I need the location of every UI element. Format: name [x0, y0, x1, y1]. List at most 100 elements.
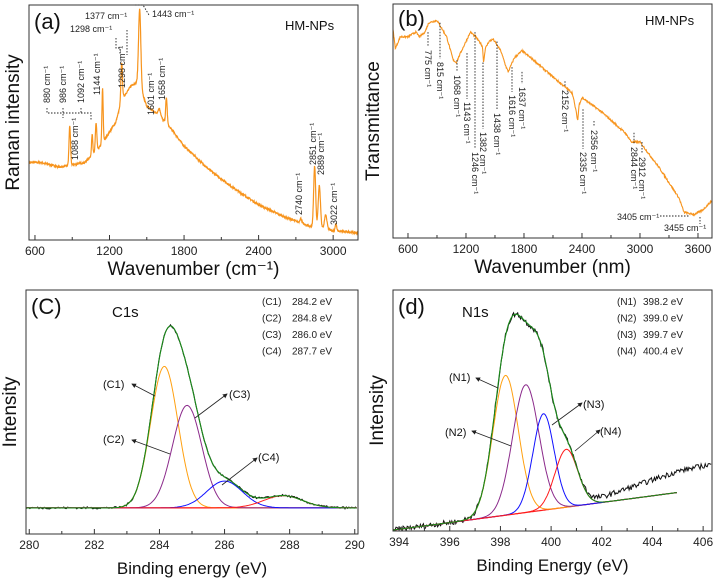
component-1-line — [393, 374, 677, 531]
peak-annotation: 1144 cm⁻¹ — [92, 53, 102, 95]
peak-annotation: 1616 cm⁻¹ — [507, 95, 517, 137]
x-tick-label: 2400 — [245, 244, 272, 258]
label-arrow — [574, 429, 601, 452]
legend-energy: 400.4 eV — [643, 347, 683, 358]
x-tick-label: 400 — [541, 535, 561, 549]
panel-a: 600 1200 1800 2400 3000 Wavenumber (cm⁻¹) Rama… — [3, 4, 359, 280]
component-3-line — [393, 413, 677, 531]
envelope-fit-line — [393, 313, 677, 531]
peak-annotation: 2356 cm⁻¹ — [589, 130, 599, 172]
label-arrow — [471, 430, 512, 447]
axes-frame — [392, 289, 713, 532]
axes-frame — [392, 3, 713, 239]
label-arrow — [131, 439, 171, 455]
x-axis-title: Wavenumber (nm) — [474, 257, 631, 278]
peak-annotation: 3455 cm⁻¹ — [664, 223, 706, 233]
legend-name: (C2) — [262, 314, 281, 325]
x-tick-label: 282 — [84, 538, 104, 552]
x-tick-label: 3000 — [320, 244, 347, 258]
sample-label: HM-NPs — [285, 18, 335, 33]
component-4-line — [393, 448, 677, 531]
axes-frame — [28, 4, 359, 241]
x-axis-title: Binding energy (eV) — [117, 559, 267, 578]
panel-label: (d) — [398, 294, 425, 319]
legend-name: (C1) — [262, 297, 281, 308]
peak-annotation: 2740 cm⁻¹ — [294, 173, 304, 215]
peak-annotation: 1443 cm⁻¹ — [152, 9, 194, 19]
curve-label: (C3) — [229, 389, 250, 401]
legend-name: (N3) — [617, 330, 636, 341]
peak-annotation: 986 cm⁻¹ — [58, 66, 68, 103]
legend-name: (C3) — [262, 330, 281, 341]
legend-energy: 398.2 eV — [643, 297, 683, 308]
x-tick-label: 288 — [280, 538, 300, 552]
legend-name: (N2) — [617, 314, 636, 325]
curve-label: (C4) — [258, 452, 279, 464]
legend-energy: 284.8 eV — [292, 314, 332, 325]
envelope-fit-line — [26, 325, 357, 509]
peak-annotation: 2912 cm⁻¹ — [637, 157, 647, 199]
annotation-leader — [135, 4, 150, 16]
x-tick-label: 284 — [149, 538, 169, 552]
curve-label: (N2) — [445, 427, 466, 439]
x-tick-label: 2400 — [569, 242, 596, 256]
curve-label: (C2) — [103, 434, 124, 446]
component-1-line — [26, 365, 357, 509]
label-arrow — [131, 383, 156, 397]
x-tick-label: 3600 — [685, 242, 712, 256]
x-tick-label: 402 — [592, 535, 612, 549]
x-tick-label: 3000 — [627, 242, 654, 256]
x-tick-label: 600 — [398, 242, 418, 256]
annotation-leader — [660, 215, 701, 224]
curve-label: (N3) — [583, 399, 604, 411]
x-tick-label: 398 — [490, 535, 510, 549]
peak-annotation: 1068 cm⁻¹ — [452, 75, 462, 117]
panel-label: (b) — [398, 6, 425, 31]
x-tick-label: 290 — [345, 538, 365, 552]
x-tick-label: 1800 — [511, 242, 538, 256]
legend-name: (N4) — [617, 347, 636, 358]
plot-area — [29, 8, 358, 236]
curve-label: (N4) — [600, 426, 621, 438]
x-tick-label: 280 — [19, 538, 39, 552]
y-axis-title: Intensity — [367, 375, 388, 446]
y-axis-title: Transmittance — [363, 61, 384, 181]
panel-d: 394 396 398 400 402 404 406 Binding Energy (eV)… — [367, 289, 713, 575]
legend-name: (C4) — [262, 347, 281, 358]
peak-annotation: 1637 cm⁻¹ — [517, 87, 527, 129]
spectrum-title: C1s — [112, 304, 139, 321]
peak-annotation: 1658 cm⁻¹ — [157, 58, 167, 100]
peak-annotation: 1298 cm⁻¹ — [117, 46, 127, 88]
peak-annotation: 1143 cm⁻¹ — [462, 102, 472, 144]
legend-energy: 399.0 eV — [643, 314, 683, 325]
x-tick-label: 286 — [215, 538, 235, 552]
component-2-line — [393, 384, 677, 531]
component-2-line — [26, 404, 357, 509]
y-axis-title: Intensity — [0, 376, 21, 447]
plot-area — [393, 19, 712, 217]
legend-energy: 399.7 eV — [643, 330, 683, 341]
component-3-line — [26, 480, 357, 509]
peak-annotation: 2889 cm⁻¹ — [316, 133, 326, 175]
peak-annotation: 1088 cm⁻¹ — [70, 118, 80, 160]
peak-annotation: 1438 cm⁻¹ — [492, 113, 502, 155]
peak-annotation: 3405 cm⁻¹ — [617, 212, 659, 222]
panel-label: (a) — [34, 9, 61, 34]
y-axis-title: Raman intensity — [3, 54, 24, 191]
x-axis-title: Binding Energy (eV) — [476, 556, 628, 575]
spectrum-title: N1s — [462, 304, 489, 321]
label-arrow — [551, 402, 583, 426]
peak-annotation: 1601 cm⁻¹ — [146, 73, 156, 115]
peak-annotation: 2844 cm⁻¹ — [629, 147, 639, 189]
peak-annotation: 1298 cm⁻¹ — [70, 24, 112, 34]
peak-annotation: 1246 cm⁻¹ — [470, 152, 480, 194]
x-tick-label: 404 — [642, 535, 662, 549]
plot-area — [393, 311, 712, 531]
legend-energy: 284.2 eV — [292, 297, 332, 308]
x-tick-label: 1800 — [171, 244, 198, 258]
x-tick-label: 600 — [25, 244, 45, 258]
label-arrow — [194, 393, 228, 419]
legend-energy: 286.0 eV — [292, 330, 332, 341]
peak-annotation: 1377 cm⁻¹ — [85, 11, 127, 21]
